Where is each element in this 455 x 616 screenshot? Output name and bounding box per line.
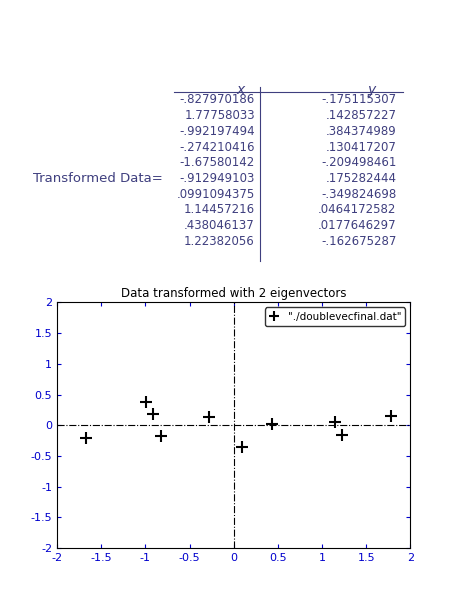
Text: .0991094375: .0991094375 — [176, 188, 254, 201]
Text: -.992197494: -.992197494 — [179, 125, 254, 138]
Text: -.912949103: -.912949103 — [179, 172, 254, 185]
Text: -.162675287: -.162675287 — [320, 235, 395, 248]
Text: Transformed Data=: Transformed Data= — [33, 172, 163, 185]
Text: 1.22382056: 1.22382056 — [184, 235, 254, 248]
Text: -.209498461: -.209498461 — [320, 156, 395, 169]
Text: 1.77758033: 1.77758033 — [184, 109, 254, 122]
Text: -.175115307: -.175115307 — [320, 94, 395, 107]
Text: .175282444: .175282444 — [324, 172, 395, 185]
Text: .130417207: .130417207 — [325, 140, 395, 153]
Text: .142857227: .142857227 — [324, 109, 395, 122]
Text: .438046137: .438046137 — [184, 219, 254, 232]
Text: x: x — [236, 83, 244, 97]
Text: .384374989: .384374989 — [325, 125, 395, 138]
Text: -.349824698: -.349824698 — [320, 188, 395, 201]
Text: -1.67580142: -1.67580142 — [179, 156, 254, 169]
Text: .0464172582: .0464172582 — [317, 203, 395, 216]
Text: -.274210416: -.274210416 — [179, 140, 254, 153]
Text: -.827970186: -.827970186 — [179, 94, 254, 107]
Title: Data transformed with 2 eigenvectors: Data transformed with 2 eigenvectors — [121, 286, 346, 300]
Text: y: y — [367, 83, 375, 97]
Text: 1.14457216: 1.14457216 — [183, 203, 254, 216]
Legend: "./doublevecfinal.dat": "./doublevecfinal.dat" — [264, 307, 404, 326]
Text: .0177646297: .0177646297 — [317, 219, 395, 232]
